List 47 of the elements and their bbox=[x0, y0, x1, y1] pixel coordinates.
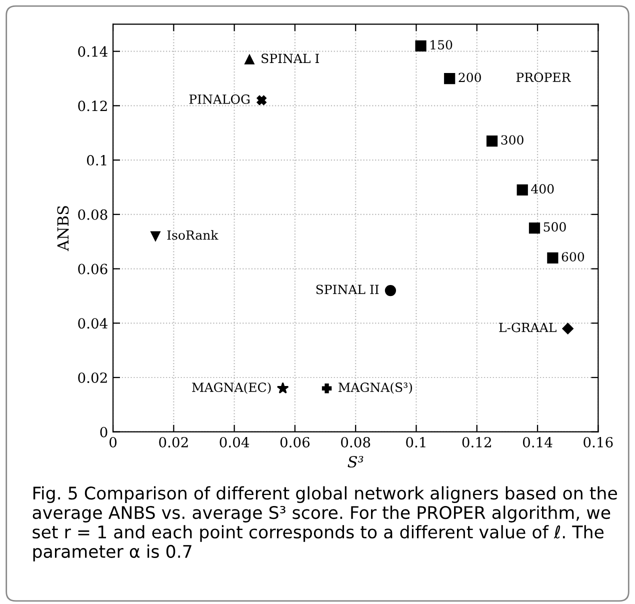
y-tick-label: 0 bbox=[100, 426, 108, 438]
series-label: PINALOG bbox=[189, 94, 250, 104]
x-tick-label: 0.06 bbox=[280, 436, 310, 448]
x-tick-label: 0.12 bbox=[462, 436, 491, 448]
point bbox=[528, 222, 540, 234]
series-label: SPINAL II bbox=[316, 284, 379, 294]
point bbox=[150, 231, 160, 242]
series-label: IsoRank bbox=[167, 230, 218, 240]
y-axis-title: ANBS bbox=[57, 206, 69, 252]
annotation: 600 bbox=[562, 252, 584, 262]
y-tick-label: 0.14 bbox=[78, 46, 108, 57]
y-tick-label: 0.08 bbox=[78, 209, 108, 220]
x-tick-label: 0.04 bbox=[220, 436, 250, 448]
annotation: 200 bbox=[458, 72, 481, 82]
point bbox=[444, 72, 456, 84]
point bbox=[547, 252, 558, 264]
caption: Fig. 5 Comparison of different global network aligners based on the average ANBS vs. average S³ score. For the PROPER algorithm, we set r = 1 and each point corresponds to a different value of ℓ. The parameter α is 0.7 bbox=[32, 486, 617, 562]
y-tick-label: 0.06 bbox=[78, 264, 108, 274]
point bbox=[244, 54, 254, 64]
x-tick-label: 0.16 bbox=[584, 436, 613, 448]
annotation: 400 bbox=[531, 184, 554, 194]
series-label: SPINAL I bbox=[262, 54, 319, 64]
point bbox=[322, 384, 332, 394]
point bbox=[516, 184, 528, 196]
y-tick-label: 0.1 bbox=[86, 155, 106, 166]
series-label: MAGNA(S³) bbox=[338, 382, 412, 394]
x-tick-label: 0.14 bbox=[522, 436, 552, 448]
x-tick-label: 0.1 bbox=[406, 436, 426, 448]
annotation: PROPER bbox=[516, 72, 572, 82]
annotation: 150 bbox=[430, 40, 452, 50]
point bbox=[486, 135, 498, 147]
y-tick-label: 0.12 bbox=[78, 100, 107, 112]
series-label: L-GRAAL bbox=[499, 322, 556, 332]
annotation: 300 bbox=[501, 135, 524, 145]
point bbox=[562, 322, 574, 334]
annotation: 500 bbox=[544, 222, 566, 232]
point bbox=[384, 284, 396, 296]
y-tick-label: 0.04 bbox=[78, 318, 108, 329]
point bbox=[415, 40, 426, 52]
series-label: MAGNA(EC) bbox=[192, 382, 271, 394]
x-tick-label: 0.02 bbox=[159, 436, 188, 448]
x-tick-label: 0 bbox=[110, 436, 117, 448]
point bbox=[276, 382, 289, 394]
x-axis-title: S³ bbox=[348, 456, 364, 468]
y-tick-label: 0.02 bbox=[78, 372, 107, 383]
point bbox=[256, 95, 266, 106]
x-tick-label: 0.08 bbox=[341, 436, 370, 448]
